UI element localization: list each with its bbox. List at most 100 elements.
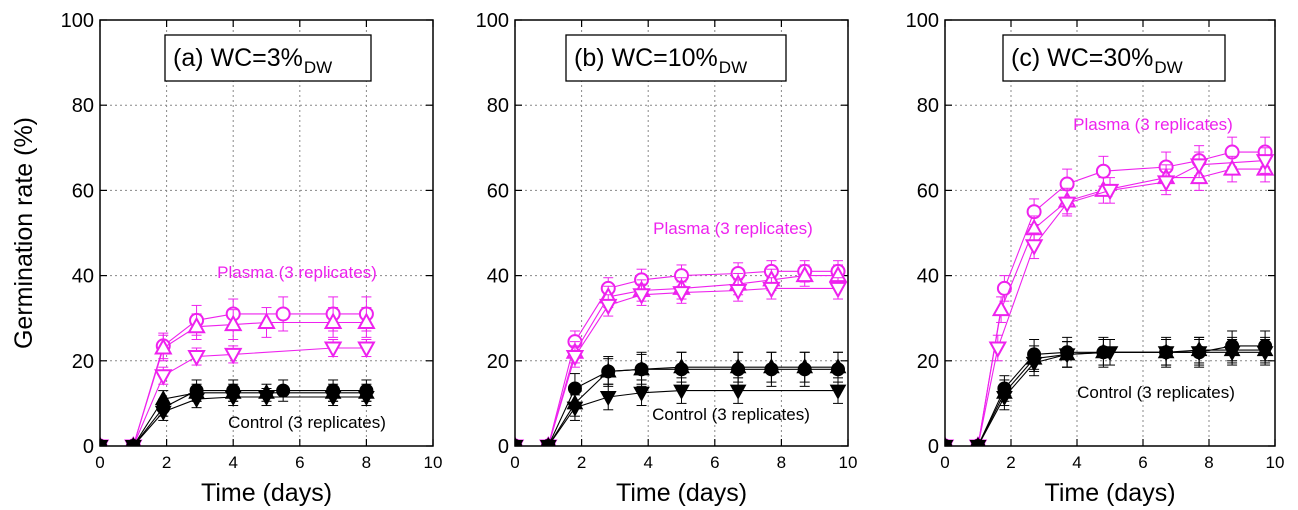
y-tick-label: 40 [917, 266, 939, 288]
data-point [633, 360, 650, 376]
x-tick-label: 4 [1072, 453, 1081, 472]
panel-title-box [1002, 34, 1226, 82]
x-tick-label: 8 [1204, 453, 1213, 472]
y-axis-label: Germination rate (%) [10, 117, 38, 349]
x-tick-label: 6 [295, 453, 304, 472]
data-point [539, 440, 557, 446]
y-tick-label: 100 [906, 10, 939, 32]
x-tick-label: 4 [643, 453, 652, 472]
data-point [991, 299, 1011, 317]
series-line [515, 390, 838, 446]
series-line [515, 270, 838, 446]
data-point [565, 350, 585, 367]
data-point [566, 401, 584, 417]
panel-title: (c) WC=30% [1011, 44, 1153, 72]
x-tick-label: 0 [95, 453, 104, 472]
data-point [357, 341, 376, 359]
data-point [729, 358, 747, 374]
data-point [673, 384, 690, 400]
data-point [187, 316, 206, 334]
series-plasma-triangle-up-open [100, 307, 376, 446]
data-point [795, 265, 814, 283]
data-point [224, 347, 243, 365]
annotation-plasma: Plasma (3 replicates) [653, 219, 813, 238]
data-point [1101, 346, 1119, 362]
data-point [796, 358, 814, 374]
x-tick-label: 0 [510, 453, 519, 472]
data-point [154, 405, 172, 421]
series-plasma-triangle-down-open [945, 147, 1275, 446]
plot-area [515, 260, 848, 446]
x-tick-label: 10 [839, 453, 858, 472]
data-point [829, 384, 847, 400]
data-point [1024, 239, 1044, 256]
y-tick-label: 100 [61, 10, 94, 32]
x-axis-label: Time (days) [1044, 479, 1175, 507]
data-point [1157, 346, 1175, 362]
panel-title-box [164, 34, 372, 82]
series-control-triangle-up-filled [515, 351, 847, 446]
data-point [1190, 346, 1208, 362]
y-tick-label: 100 [476, 10, 509, 32]
y-tick-label: 80 [917, 95, 939, 117]
data-point [100, 440, 109, 446]
data-point [599, 362, 617, 378]
data-point [124, 440, 142, 446]
y-tick-label: 20 [72, 351, 94, 373]
data-point [188, 393, 205, 409]
data-point [1156, 175, 1176, 192]
panel-title: (a) WC=3% [173, 44, 303, 72]
panel-title-box [565, 34, 787, 82]
y-tick-label: 80 [487, 95, 509, 117]
data-point [599, 391, 617, 407]
annotation-control: Control (3 replicates) [228, 413, 386, 432]
data-point [633, 386, 650, 402]
series-line [100, 321, 367, 446]
plot-area [945, 136, 1275, 446]
x-tick-label: 10 [1266, 453, 1285, 472]
data-point [996, 280, 1012, 296]
x-tick-label: 2 [1006, 453, 1015, 472]
plot-frame [514, 19, 849, 447]
data-point [154, 369, 173, 386]
data-point [1058, 348, 1076, 364]
data-point [762, 281, 781, 299]
series-line [100, 392, 367, 446]
annotation-plasma: Plasma (3 replicates) [217, 263, 377, 282]
series-line [515, 368, 838, 446]
data-point [969, 440, 987, 446]
data-point [632, 288, 651, 305]
data-point [324, 391, 342, 407]
y-tick-label: 0 [83, 436, 94, 458]
series-control-triangle-down-filled [100, 387, 375, 446]
data-point [1024, 218, 1044, 236]
series-plasma-triangle-up-open [945, 155, 1275, 446]
data-point [1222, 159, 1242, 176]
data-point [945, 440, 954, 446]
x-tick-label: 8 [777, 453, 786, 472]
series-control-triangle-down-filled [945, 339, 1274, 446]
y-tick-label: 60 [917, 180, 939, 202]
y-tick-label: 20 [487, 351, 509, 373]
plot-area [100, 296, 376, 446]
y-tick-label: 0 [498, 436, 509, 458]
data-point [275, 306, 291, 322]
data-point [258, 391, 275, 407]
series-line [945, 345, 1266, 446]
data-point [515, 440, 524, 446]
data-point [224, 314, 243, 332]
x-tick-label: 2 [162, 453, 171, 472]
y-tick-label: 40 [72, 266, 94, 288]
y-tick-label: 0 [928, 436, 939, 458]
annotation-control: Control (3 replicates) [1077, 383, 1235, 402]
panel-title-subscript: DW [1154, 58, 1182, 77]
panel-title-subscript: DW [719, 58, 747, 77]
data-point [358, 391, 375, 407]
annotation-plasma: Plasma (3 replicates) [1073, 115, 1233, 134]
annotation-control: Control (3 replicates) [652, 405, 810, 424]
data-point [988, 341, 1007, 359]
data-point [257, 312, 276, 329]
data-point [1025, 356, 1043, 372]
